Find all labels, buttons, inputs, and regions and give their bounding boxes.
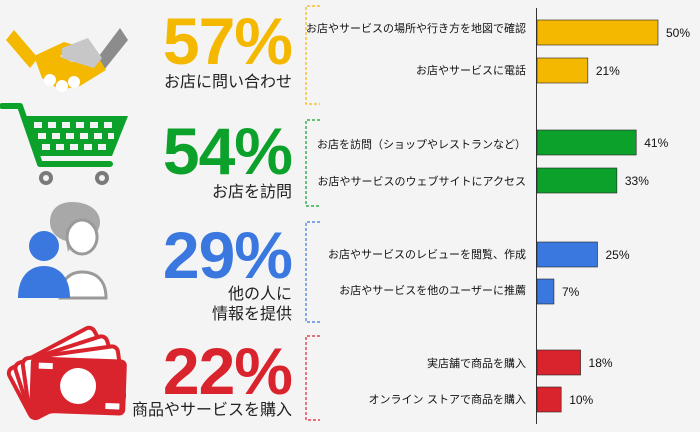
bar	[536, 57, 589, 84]
shopping-cart-icon	[0, 103, 128, 185]
share-info-caption: 他の人に 情報を提供	[211, 284, 292, 323]
group-bracket	[305, 335, 320, 421]
bar-value-label: 10%	[569, 392, 594, 407]
bar-value-label: 7%	[561, 284, 580, 299]
bar-label: お店やサービスのウェブサイトにアクセス	[317, 175, 526, 188]
bar-value-label: 25%	[605, 247, 630, 262]
bar	[536, 241, 598, 268]
group-bracket	[305, 5, 320, 105]
visit-store-percentage: 54%	[162, 114, 293, 188]
bar	[536, 278, 555, 305]
visit-store-caption: お店を訪問	[211, 182, 292, 201]
bar-label: 実店舗で商品を購入	[427, 357, 526, 370]
bar-label: お店やサービスの場所や行き方を地図で確認	[306, 22, 526, 35]
people-chat-icon	[18, 202, 108, 300]
bar	[536, 167, 618, 194]
summary-panel: 57% お店に問い合わせ 54% お店を訪問 29% 他の人に 情報を提供	[0, 0, 300, 432]
purchase-caption: 商品やサービスを購入	[131, 400, 292, 419]
bar	[536, 349, 581, 376]
bar-value-label: 50%	[666, 25, 691, 40]
bar-value-label: 18%	[588, 355, 613, 370]
banknotes-icon	[6, 325, 127, 421]
bar-label: オンライン ストアで商品を購入	[368, 393, 527, 406]
bar-value-label: 21%	[595, 63, 620, 78]
bar-label: お店やサービスのレビューを閲覧、作成	[328, 248, 526, 261]
purchase-percentage: 22%	[162, 334, 293, 408]
bar-value-label: 41%	[644, 135, 669, 150]
bar-label: お店やサービスを他のユーザーに推薦	[339, 284, 526, 297]
bar-value-label: 33%	[624, 173, 649, 188]
bar-label: お店を訪問（ショップやレストランなど）	[317, 138, 526, 151]
contact-store-percentage: 57%	[162, 4, 293, 78]
group-bracket	[305, 221, 320, 323]
bar	[536, 19, 659, 46]
bar-label: お店やサービスに電話	[416, 64, 526, 77]
group-bracket	[305, 119, 320, 207]
contact-store-caption: お店に問い合わせ	[163, 72, 292, 91]
bar	[536, 386, 562, 413]
bar	[536, 129, 637, 156]
share-info-percentage: 29%	[162, 218, 293, 292]
handshake-icon	[6, 28, 128, 92]
